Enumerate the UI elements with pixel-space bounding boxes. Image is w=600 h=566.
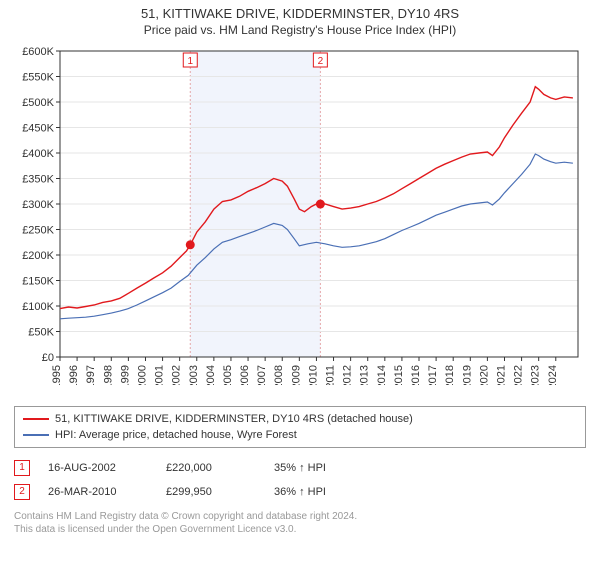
- svg-text:2020: 2020: [478, 365, 490, 385]
- svg-text:1995: 1995: [51, 365, 63, 385]
- svg-text:£600K: £600K: [22, 46, 54, 58]
- svg-text:2000: 2000: [136, 365, 148, 385]
- svg-text:2021: 2021: [495, 365, 507, 385]
- transaction-date: 26-MAR-2010: [48, 486, 148, 498]
- svg-text:£0: £0: [42, 352, 54, 364]
- legend-swatch: [23, 418, 49, 420]
- legend: 51, KITTIWAKE DRIVE, KIDDERMINSTER, DY10…: [14, 406, 586, 448]
- transaction-price: £299,950: [166, 486, 256, 498]
- svg-text:2018: 2018: [444, 365, 456, 385]
- transaction-row: 1 16-AUG-2002 £220,000 35% ↑ HPI: [14, 456, 586, 480]
- svg-text:2015: 2015: [393, 365, 405, 385]
- svg-text:1996: 1996: [68, 365, 80, 385]
- svg-text:1: 1: [187, 56, 193, 67]
- svg-text:2013: 2013: [359, 365, 371, 385]
- svg-text:£500K: £500K: [22, 97, 54, 109]
- transaction-marker-icon: 1: [14, 460, 30, 476]
- svg-text:£50K: £50K: [28, 327, 54, 339]
- transaction-entries: 1 16-AUG-2002 £220,000 35% ↑ HPI 2 26-MA…: [14, 456, 586, 504]
- svg-text:2011: 2011: [325, 365, 337, 385]
- svg-text:2023: 2023: [530, 365, 542, 385]
- svg-text:£200K: £200K: [22, 250, 54, 262]
- svg-text:2017: 2017: [427, 365, 439, 385]
- svg-text:2006: 2006: [239, 365, 251, 385]
- legend-row: 51, KITTIWAKE DRIVE, KIDDERMINSTER, DY10…: [23, 411, 577, 427]
- svg-text:2014: 2014: [376, 365, 388, 385]
- chart-title-line1: 51, KITTIWAKE DRIVE, KIDDERMINSTER, DY10…: [0, 6, 600, 21]
- chart-title-line2: Price paid vs. HM Land Registry's House …: [0, 23, 600, 37]
- legend-label: HPI: Average price, detached house, Wyre…: [55, 429, 297, 441]
- svg-text:2004: 2004: [205, 365, 217, 385]
- chart-container: £0 £50K £100K £150K £200K £250K £300K £350K £400…: [14, 45, 586, 390]
- svg-text:2012: 2012: [342, 365, 354, 385]
- svg-text:£350K: £350K: [22, 174, 54, 186]
- transaction-hpi: 35% ↑ HPI: [274, 462, 374, 474]
- legend-row: HPI: Average price, detached house, Wyre…: [23, 427, 577, 443]
- transaction-row: 2 26-MAR-2010 £299,950 36% ↑ HPI: [14, 480, 586, 504]
- footer-attribution: Contains HM Land Registry data © Crown c…: [14, 510, 586, 536]
- svg-text:£150K: £150K: [22, 276, 54, 288]
- line-chart: £0 £50K £100K £150K £200K £250K £300K £350K £400…: [14, 45, 586, 385]
- svg-text:2001: 2001: [154, 365, 166, 385]
- svg-text:2019: 2019: [461, 365, 473, 385]
- transaction-date: 16-AUG-2002: [48, 462, 148, 474]
- footer-line: Contains HM Land Registry data © Crown c…: [14, 510, 586, 523]
- svg-text:2: 2: [318, 56, 324, 67]
- legend-label: 51, KITTIWAKE DRIVE, KIDDERMINSTER, DY10…: [55, 413, 413, 425]
- transaction-price: £220,000: [166, 462, 256, 474]
- svg-text:2002: 2002: [171, 365, 183, 385]
- svg-text:2010: 2010: [307, 365, 319, 385]
- transaction-marker-icon: 2: [14, 484, 30, 500]
- transaction-hpi: 36% ↑ HPI: [274, 486, 374, 498]
- svg-text:2003: 2003: [188, 365, 200, 385]
- svg-text:£100K: £100K: [22, 301, 54, 313]
- footer-line: This data is licensed under the Open Gov…: [14, 523, 586, 536]
- svg-text:£400K: £400K: [22, 148, 54, 160]
- svg-text:1997: 1997: [85, 365, 97, 385]
- svg-text:£450K: £450K: [22, 123, 54, 135]
- svg-text:2008: 2008: [273, 365, 285, 385]
- svg-text:£250K: £250K: [22, 225, 54, 237]
- svg-text:£300K: £300K: [22, 199, 54, 211]
- svg-text:2024: 2024: [547, 365, 559, 385]
- svg-text:2007: 2007: [256, 365, 268, 385]
- svg-text:1998: 1998: [102, 365, 114, 385]
- svg-text:2016: 2016: [410, 365, 422, 385]
- svg-text:1999: 1999: [119, 365, 131, 385]
- svg-text:£550K: £550K: [22, 72, 54, 84]
- legend-swatch: [23, 434, 49, 436]
- svg-text:2005: 2005: [222, 365, 234, 385]
- svg-text:2009: 2009: [290, 365, 302, 385]
- svg-text:2022: 2022: [513, 365, 525, 385]
